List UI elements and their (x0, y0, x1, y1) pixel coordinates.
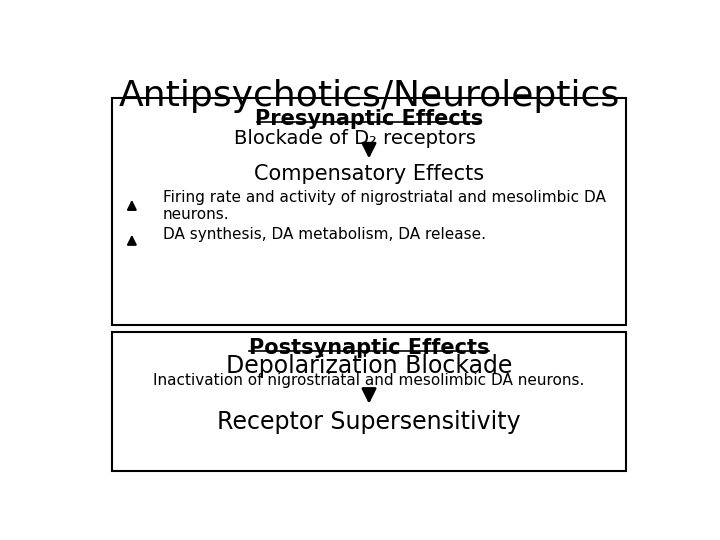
Text: Blockade of D: Blockade of D (234, 129, 369, 149)
Text: DA synthesis, DA metabolism, DA release.: DA synthesis, DA metabolism, DA release. (163, 227, 485, 242)
Text: Firing rate and activity of nigrostriatal and mesolimbic DA
neurons.: Firing rate and activity of nigrostriata… (163, 190, 606, 222)
Text: Presynaptic Effects: Presynaptic Effects (255, 109, 483, 129)
FancyBboxPatch shape (112, 98, 626, 325)
Text: Compensatory Effects: Compensatory Effects (254, 164, 484, 184)
Text: Postsynaptic Effects: Postsynaptic Effects (248, 339, 490, 359)
Text: Receptor Supersensitivity: Receptor Supersensitivity (217, 410, 521, 434)
FancyBboxPatch shape (112, 332, 626, 471)
Text: Depolarization Blockade: Depolarization Blockade (226, 354, 512, 378)
Text: Antipsychotics/Neuroleptics: Antipsychotics/Neuroleptics (118, 79, 620, 113)
Text: Inactivation of nigrostriatal and mesolimbic DA neurons.: Inactivation of nigrostriatal and mesoli… (153, 373, 585, 388)
Text: ₂ receptors: ₂ receptors (369, 129, 476, 149)
